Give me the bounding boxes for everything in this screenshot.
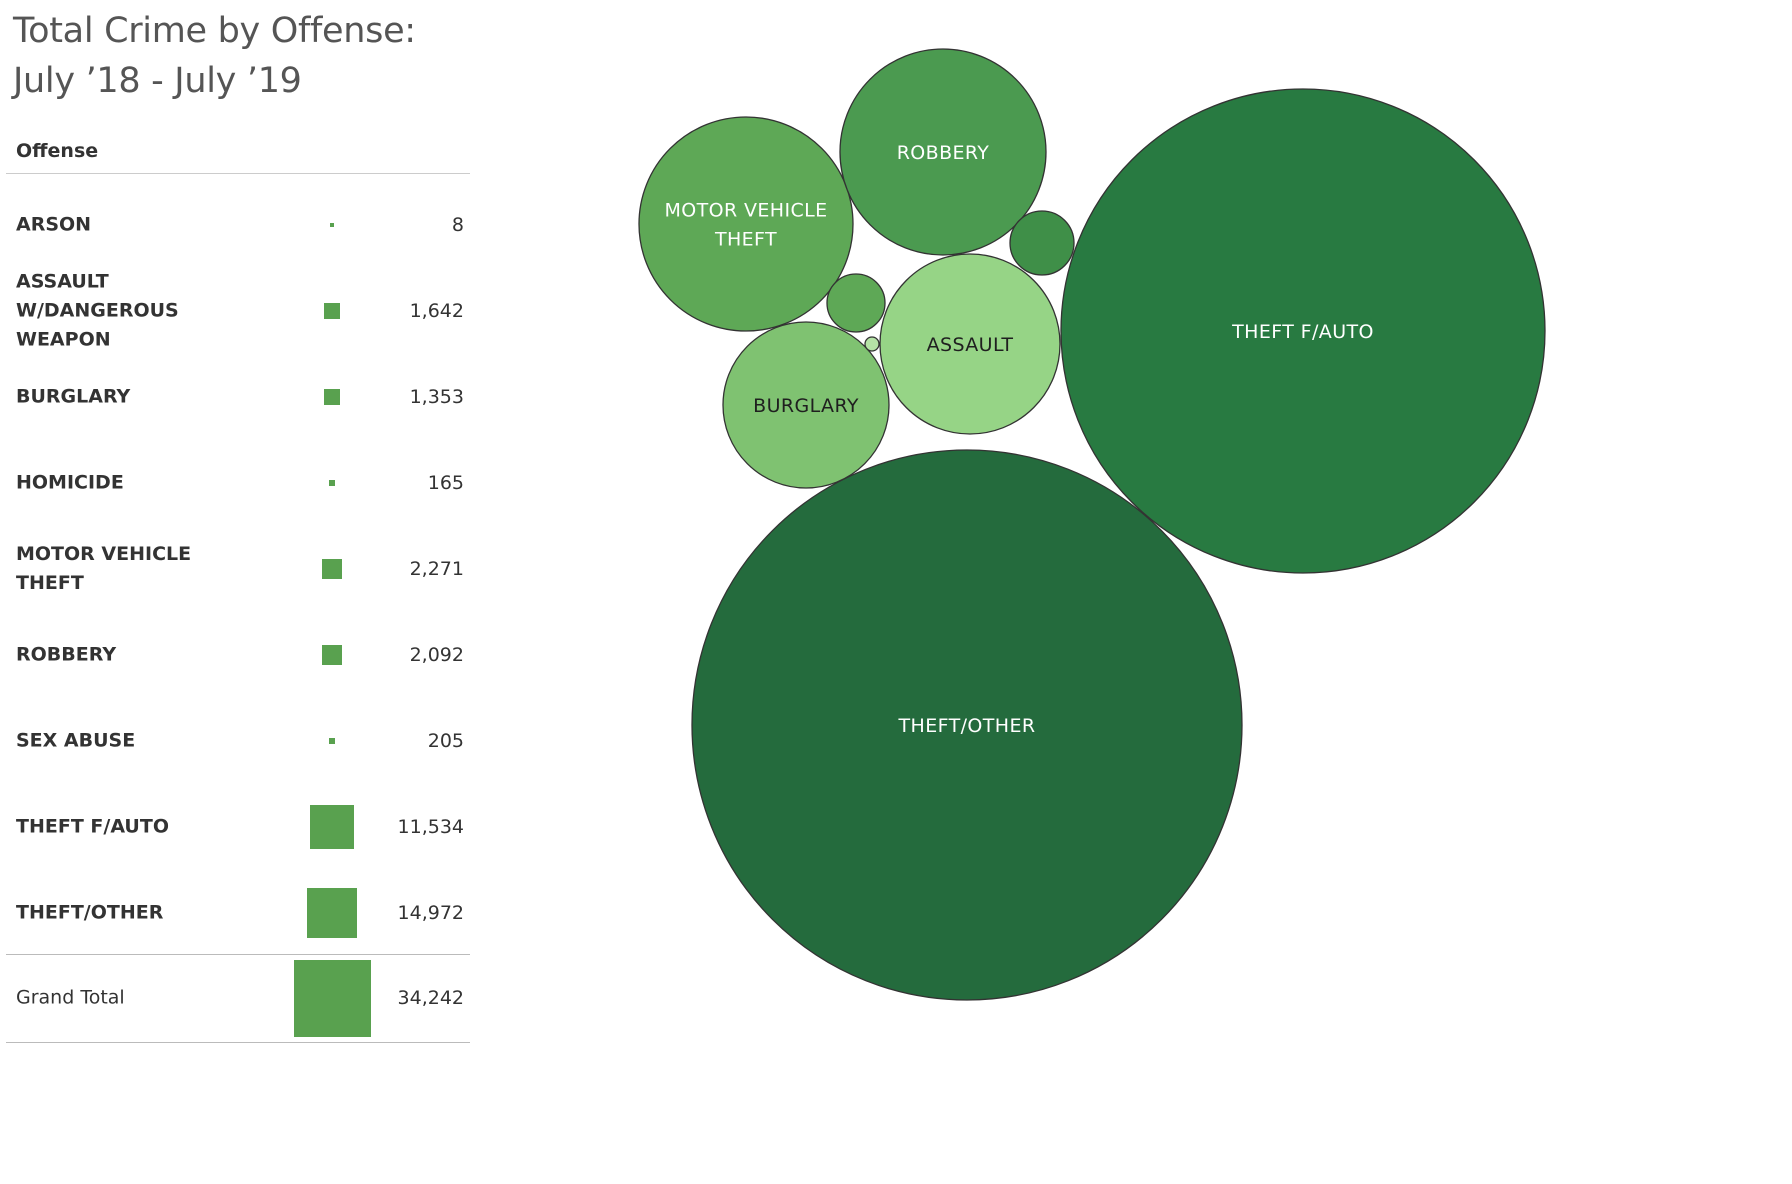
bubble-sex-abuse: [1009, 210, 1075, 276]
offense-label-line: W/DANGEROUS: [16, 299, 179, 322]
offense-label-line: SEX ABUSE: [16, 729, 136, 752]
square-mark: [330, 223, 334, 227]
bubble-burglary: BURGLARY: [722, 321, 890, 489]
table-row: HOMICIDE 165: [6, 440, 470, 526]
bubble-motor-vehicle-theft: MOTOR VEHICLE THEFT: [638, 116, 854, 332]
offense-label: Grand Total: [16, 984, 256, 1013]
square-mark: [323, 302, 341, 320]
bubble-label: THEFT/OTHER: [898, 715, 1036, 737]
offense-label-line: BURGLARY: [16, 385, 131, 408]
offense-label-line: WEAPON: [16, 328, 111, 351]
bubble-robbery: ROBBERY: [839, 48, 1047, 256]
square-mark: [322, 645, 342, 665]
offense-label: BURGLARY: [16, 383, 256, 412]
bubble-circle: [638, 116, 854, 332]
offense-count: 8: [451, 214, 464, 236]
bubble-assault-w-dangerous-weapon: ASSAULT: [879, 253, 1061, 435]
column-header-offense: Offense: [16, 140, 99, 162]
offense-label: SEX ABUSE: [16, 727, 256, 756]
bubble-theft-other: THEFT/OTHER: [691, 449, 1243, 1001]
offense-count: 1,353: [409, 386, 464, 408]
bubble-label: ASSAULT: [927, 334, 1014, 356]
table-row: ARSON 8: [6, 182, 470, 268]
table-row: BURGLARY 1,353: [6, 354, 470, 440]
offense-label-line: Grand Total: [16, 986, 125, 1009]
offense-count: 1,642: [409, 300, 464, 322]
bubble-label: THEFT F/AUTO: [1231, 321, 1374, 343]
offense-count: 2,271: [409, 558, 464, 580]
square-mark: [306, 887, 358, 939]
table-row: MOTOR VEHICLE THEFT 2,271: [6, 526, 470, 612]
bubble-homicide: [826, 273, 886, 333]
square-mark: [324, 389, 340, 405]
grand-total-row: Grand Total 34,242: [6, 955, 470, 1041]
table-row: ASSAULT W/DANGEROUS WEAPON 1,642: [6, 268, 470, 354]
offense-label-line: HOMICIDE: [16, 471, 124, 494]
table-row: THEFT/OTHER 14,972: [6, 870, 470, 956]
offense-label: ARSON: [16, 211, 256, 240]
offense-count: 34,242: [397, 987, 464, 1009]
total-divider: [6, 954, 470, 955]
bubble-circle: [839, 48, 1047, 256]
offense-label-line: THEFT: [16, 572, 84, 594]
offense-count: 165: [427, 472, 464, 494]
offense-label-line: MOTOR VEHICLE: [16, 543, 192, 565]
table-row: THEFT F/AUTO 11,534: [6, 784, 470, 870]
bubble-label: ROBBERY: [897, 142, 990, 164]
bubble-circle: [722, 321, 890, 489]
bubble-circle: [1060, 88, 1546, 574]
square-mark: [293, 959, 371, 1037]
bubble-circle: [826, 273, 886, 333]
bubble-circle: [691, 449, 1243, 1001]
square-mark: [329, 738, 335, 744]
table-bottom-divider: [6, 1042, 470, 1043]
square-mark: [329, 480, 335, 486]
offense-count: 2,092: [409, 644, 464, 666]
title-line-1: Total Crime by Offense:: [13, 11, 416, 51]
offense-label-line: THEFT/OTHER: [16, 901, 164, 924]
offense-label: MOTOR VEHICLE THEFT: [16, 540, 256, 598]
offense-label: ASSAULT W/DANGEROUS WEAPON: [16, 268, 256, 355]
bubble-label: BURGLARY: [753, 395, 859, 417]
bubble-label: MOTOR VEHICLE: [664, 200, 827, 222]
bubble-arson: [864, 336, 880, 352]
offense-label-line: ROBBERY: [16, 643, 117, 666]
bubble-circle: [879, 253, 1061, 435]
offense-count: 14,972: [397, 902, 464, 924]
offense-count: 205: [427, 730, 464, 752]
offense-label-line: THEFT F/AUTO: [16, 815, 169, 838]
title-line-2: July ’18 - July ’19: [13, 61, 302, 101]
table-row: ROBBERY 2,092: [6, 612, 470, 698]
offense-label-line: ARSON: [16, 213, 92, 236]
bubble-theft-f-auto: THEFT F/AUTO: [1060, 88, 1546, 574]
offense-label: THEFT F/AUTO: [16, 813, 256, 842]
bubble-circle: [1009, 210, 1075, 276]
offense-label: HOMICIDE: [16, 469, 256, 498]
page-title: Total Crime by Offense: July ’18 - July …: [13, 6, 416, 106]
header-divider: [6, 173, 470, 174]
table-row: SEX ABUSE 205: [6, 698, 470, 784]
bubble-label: THEFT: [714, 229, 777, 251]
bubble-circle: [864, 336, 880, 352]
offense-count: 11,534: [397, 816, 464, 838]
square-mark: [322, 559, 342, 579]
square-mark: [309, 804, 355, 850]
offense-label: THEFT/OTHER: [16, 899, 256, 928]
offense-label-line: ASSAULT: [16, 270, 109, 293]
offense-label: ROBBERY: [16, 641, 256, 670]
